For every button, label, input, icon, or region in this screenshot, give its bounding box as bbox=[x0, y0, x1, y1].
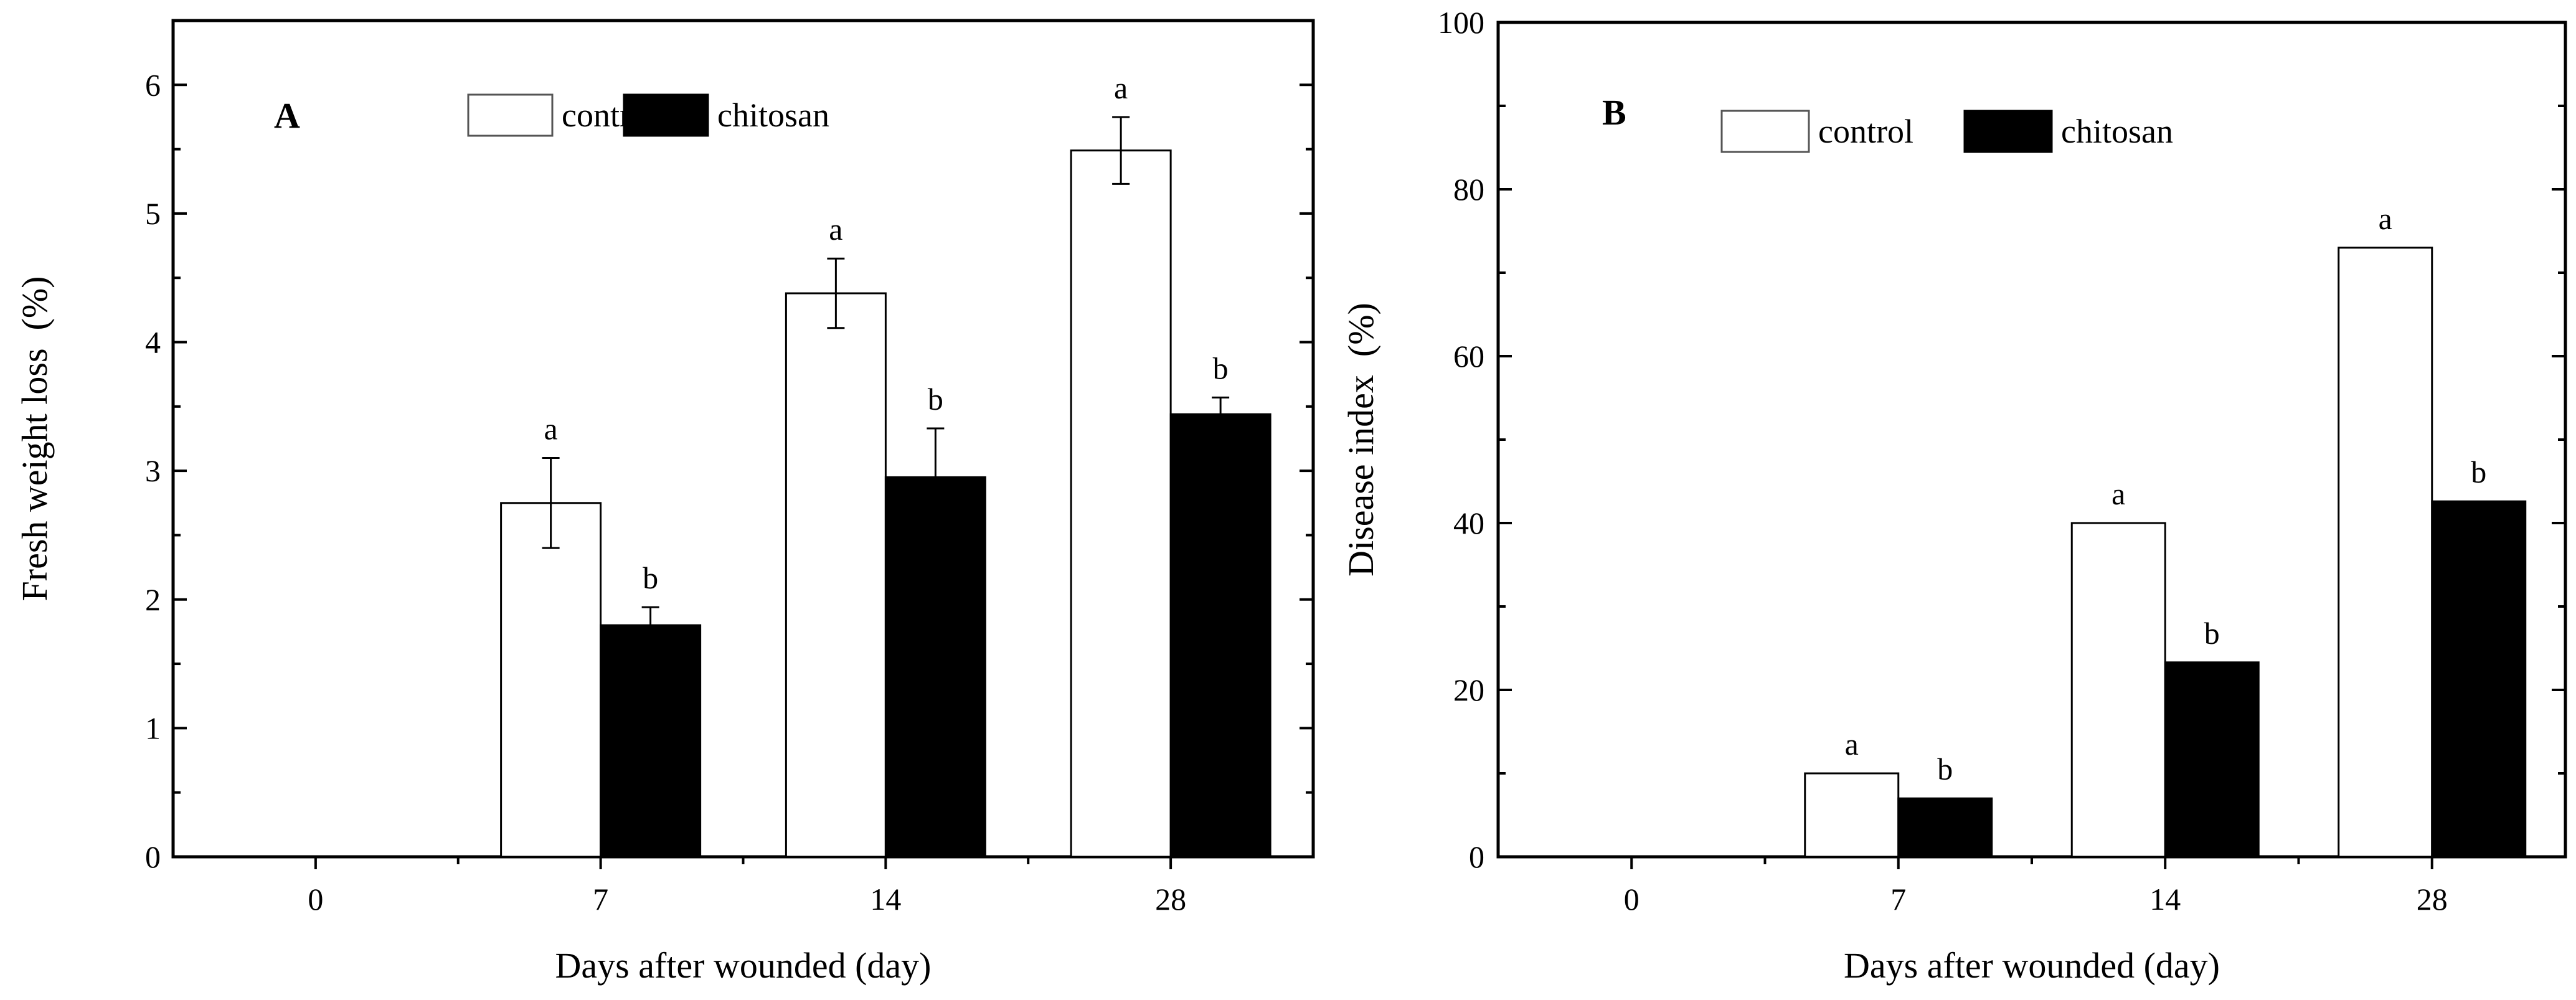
y-tick-label: 3 bbox=[145, 453, 161, 488]
x-tick-label: 28 bbox=[1155, 882, 1186, 917]
legend-label-chitosan: chitosan bbox=[717, 97, 829, 134]
y-tick-label: 60 bbox=[1453, 339, 1484, 374]
significance-letter: b bbox=[928, 382, 943, 417]
bar-control-28 bbox=[2338, 247, 2433, 858]
panel-letter: B bbox=[1602, 92, 1626, 133]
x-tick-label: 0 bbox=[308, 882, 323, 917]
significance-letter: b bbox=[2204, 616, 2220, 651]
y-tick-label: 40 bbox=[1453, 506, 1484, 540]
x-tick-label: 0 bbox=[1624, 882, 1639, 917]
panel-letter: A bbox=[274, 95, 300, 136]
bar-control-7 bbox=[500, 502, 602, 858]
legend-swatch-chitosan bbox=[1963, 110, 2053, 153]
y-axis-label: Fresh weight loss (%) bbox=[14, 276, 55, 601]
legend-swatch-chitosan bbox=[623, 93, 709, 137]
legend-swatch-control bbox=[1720, 110, 1810, 153]
significance-letter: a bbox=[1845, 727, 1859, 762]
significance-letter: a bbox=[1114, 70, 1128, 105]
x-tick-label: 14 bbox=[870, 882, 901, 917]
significance-letter: b bbox=[1213, 351, 1229, 385]
bar-control-14 bbox=[2070, 522, 2166, 858]
y-tick-label: 100 bbox=[1438, 5, 1484, 40]
bar-chitosan-14 bbox=[2164, 661, 2260, 858]
x-axis-label: Days after wounded (day) bbox=[1844, 945, 2220, 986]
y-tick-label: 0 bbox=[1469, 839, 1484, 874]
significance-letter: b bbox=[643, 560, 658, 595]
x-tick-label: 7 bbox=[593, 882, 608, 917]
bar-control-14 bbox=[785, 292, 887, 858]
x-tick-label: 14 bbox=[2149, 882, 2181, 917]
y-tick-label: 20 bbox=[1453, 672, 1484, 707]
significance-letter: b bbox=[2471, 455, 2486, 489]
bar-chitosan-28 bbox=[1169, 413, 1271, 858]
bar-control-28 bbox=[1070, 149, 1172, 858]
legend-label-control: control bbox=[1818, 113, 1913, 150]
panel-b: 0 20 40 60 80 100 0 7 14 28 a a a b b b B control chitosan… bbox=[1341, 5, 2567, 986]
y-tick-label: 5 bbox=[145, 196, 161, 231]
bar-chitosan-7 bbox=[1897, 797, 1993, 858]
y-tick-label: 0 bbox=[145, 839, 161, 874]
y-axis-label: Disease index (%) bbox=[1341, 303, 1381, 577]
bar-chitosan-7 bbox=[600, 624, 702, 858]
bar-chitosan-14 bbox=[884, 476, 986, 858]
significance-letter: a bbox=[544, 411, 558, 446]
y-tick-label: 4 bbox=[145, 325, 161, 360]
legend-swatch-control bbox=[467, 93, 554, 137]
significance-letter: a bbox=[2111, 476, 2125, 511]
y-tick-label: 1 bbox=[145, 710, 161, 745]
legend-label-chitosan: chitosan bbox=[2061, 113, 2173, 150]
significance-letter: b bbox=[1937, 752, 1953, 786]
significance-letter: a bbox=[829, 212, 842, 247]
x-axis-label: Days after wounded (day) bbox=[555, 945, 932, 986]
bar-control-7 bbox=[1804, 772, 1900, 858]
bar-chitosan-28 bbox=[2431, 500, 2527, 858]
y-tick-label: 6 bbox=[145, 67, 161, 102]
x-tick-label: 28 bbox=[2417, 882, 2448, 917]
x-tick-label: 7 bbox=[1890, 882, 1906, 917]
significance-letter: a bbox=[2379, 201, 2392, 236]
y-tick-label: 80 bbox=[1453, 172, 1484, 207]
y-tick-label: 2 bbox=[145, 582, 161, 617]
